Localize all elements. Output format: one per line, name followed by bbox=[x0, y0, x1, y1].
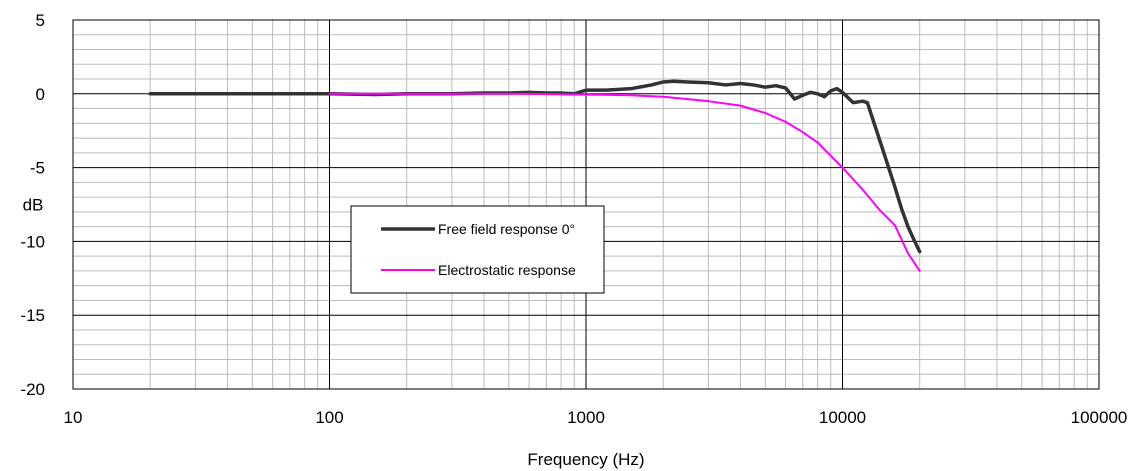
legend-box bbox=[350, 205, 605, 294]
y-axis-title: dB bbox=[23, 196, 44, 215]
legend-label-free-field: Free field response 0° bbox=[438, 221, 575, 237]
x-tick-label: 10000 bbox=[819, 408, 866, 427]
series-layer bbox=[148, 79, 922, 272]
y-tick-label: -15 bbox=[20, 306, 45, 325]
plot-border bbox=[72, 19, 1100, 390]
legend-label-electrostatic: Electrostatic response bbox=[438, 262, 576, 278]
y-tick-label: -5 bbox=[30, 159, 45, 178]
series-line-electrostatic bbox=[328, 92, 921, 272]
x-tick-label: 10 bbox=[64, 408, 83, 427]
plot-area bbox=[72, 19, 1100, 390]
y-tick-label: -20 bbox=[20, 380, 45, 399]
y-tick-label: 5 bbox=[36, 11, 45, 30]
legend: Free field response 0° Electrostatic res… bbox=[350, 205, 605, 294]
x-tick-labels: 10 100 1000 10000 100000 bbox=[64, 408, 1128, 427]
x-tick-label: 1000 bbox=[567, 408, 605, 427]
series-line-free-field bbox=[148, 79, 922, 254]
y-tick-label: 0 bbox=[36, 85, 45, 104]
y-tick-labels: 5 0 -5 -10 -15 -20 bbox=[20, 11, 45, 399]
y-tick-label: -10 bbox=[20, 232, 45, 251]
x-tick-label: 100 bbox=[315, 408, 343, 427]
x-axis-title: Frequency (Hz) bbox=[527, 450, 644, 469]
x-tick-label: 100000 bbox=[1071, 408, 1128, 427]
